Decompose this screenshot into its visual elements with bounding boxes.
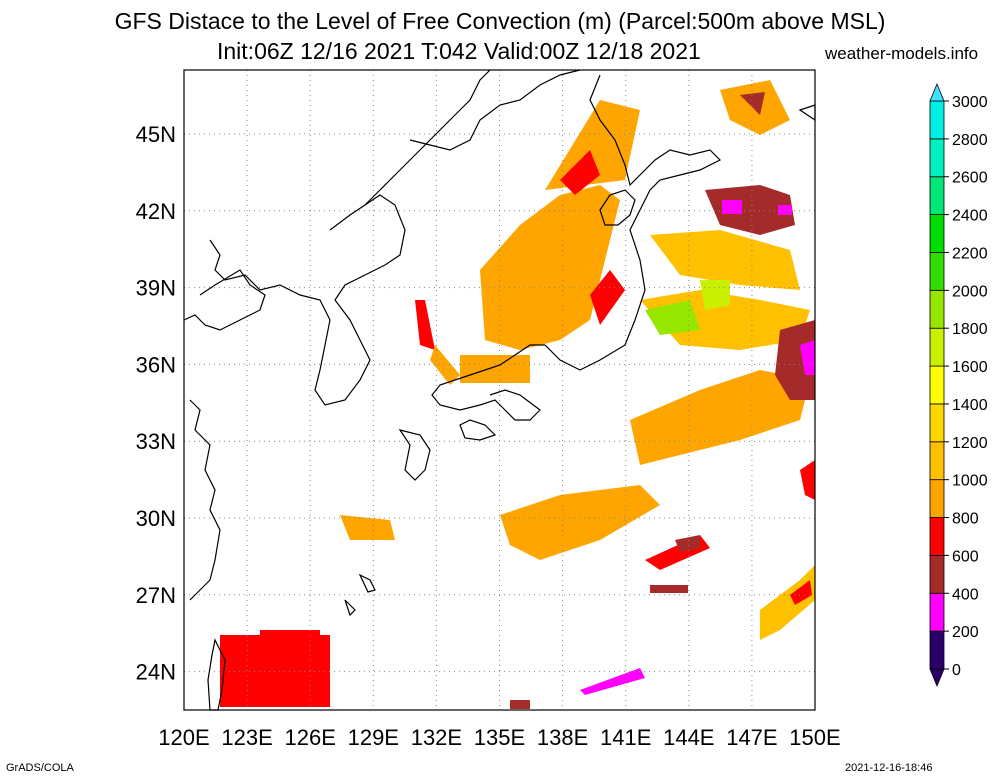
- lon-label-141E: 141E: [600, 725, 651, 750]
- colorbar-swatch: [929, 100, 945, 140]
- colorbar-label-1000: 1000: [952, 473, 988, 490]
- colorbar-label-2800: 2800: [952, 132, 988, 149]
- lon-label-135E: 135E: [474, 725, 525, 750]
- colorbar-label-1200: 1200: [952, 435, 988, 452]
- lon-label-126E: 126E: [285, 725, 336, 750]
- colorbar-over-arrow: [929, 82, 945, 102]
- software-credit: GrADS/COLA: [6, 762, 74, 774]
- colorbar-swatch: [929, 252, 945, 291]
- colorbar-under-arrow: [929, 668, 945, 688]
- lon-label-138E: 138E: [537, 725, 588, 750]
- colorbar-label-2600: 2600: [952, 170, 988, 187]
- lon-label-123E: 123E: [221, 725, 272, 750]
- colorbar-swatch: [929, 138, 945, 178]
- lon-label-120E: 120E: [158, 725, 209, 750]
- colorbar-label-200: 200: [952, 624, 979, 641]
- colorbar-swatch: [929, 630, 945, 670]
- colorbar-swatch: [929, 365, 945, 405]
- colorbar-label-2400: 2400: [952, 208, 988, 225]
- lon-label-147E: 147E: [726, 725, 777, 750]
- colorbar-label-2000: 2000: [952, 283, 988, 300]
- colorbar-label-400: 400: [952, 586, 979, 603]
- colorbar-label-1600: 1600: [952, 359, 988, 376]
- coastline-japan: [431, 74, 722, 421]
- colorbar-swatch: [929, 176, 945, 216]
- lat-label-36N: 36N: [136, 352, 176, 377]
- lat-label-30N: 30N: [136, 506, 176, 531]
- colorbar-label-600: 600: [952, 548, 979, 565]
- colorbar-swatch: [929, 592, 945, 632]
- colorbar-swatch: [929, 441, 945, 481]
- colorbar-swatch: [929, 403, 945, 443]
- lon-label-150E: 150E: [789, 725, 840, 750]
- colorbar-label-1800: 1800: [952, 321, 988, 338]
- colorbar-label-0: 0: [952, 662, 961, 679]
- colorbar: 0 200 400 600 800 1000 1200 1400 1600 1800 2000 220…: [929, 82, 988, 688]
- latitude-labels: 24N 27N 30N 33N 36N 39N 42N 45N: [136, 122, 176, 685]
- site-credit: weather-models.info: [825, 44, 979, 63]
- map-title: GFS Distace to the Level of Free Convect…: [114, 8, 886, 34]
- colorbar-swatch: [929, 289, 945, 329]
- render-timestamp: 2021-12-16-18:46: [845, 762, 933, 774]
- colorbar-swatch: [929, 555, 945, 594]
- orange-band-south: [500, 485, 660, 560]
- lat-label-27N: 27N: [136, 583, 176, 608]
- lat-label-39N: 39N: [136, 276, 176, 301]
- colorbar-swatch: [929, 214, 945, 253]
- colorbar-label-800: 800: [952, 511, 979, 528]
- colorbar-swatch: [929, 479, 945, 518]
- map-frame: [183, 69, 816, 711]
- colorbar-label-3000: 3000: [952, 94, 988, 111]
- lat-label-42N: 42N: [136, 199, 176, 224]
- field-shading: [220, 80, 815, 709]
- lon-label-132E: 132E: [411, 725, 462, 750]
- coastline-korea-manchuria: [209, 194, 406, 406]
- orange-region-japan-sea: [480, 185, 620, 350]
- coastlines: [183, 69, 816, 711]
- colorbar-label-2200: 2200: [952, 245, 988, 262]
- colorbar-label-1400: 1400: [952, 397, 988, 414]
- longitude-labels: 120E 123E 126E 129E 132E 135E 138E 141E 144E 147E…: [158, 725, 840, 750]
- coastline-china-north: [183, 269, 266, 331]
- colorbar-swatch: [929, 517, 945, 556]
- init-valid-line: Init:06Z 12/16 2021 T:042 Valid:00Z 12/1…: [217, 38, 701, 64]
- lon-label-129E: 129E: [348, 725, 399, 750]
- lat-label-33N: 33N: [136, 429, 176, 454]
- colorbar-swatch: [929, 327, 945, 367]
- lon-label-144E: 144E: [663, 725, 714, 750]
- lat-label-45N: 45N: [136, 122, 176, 147]
- lat-label-24N: 24N: [136, 660, 176, 685]
